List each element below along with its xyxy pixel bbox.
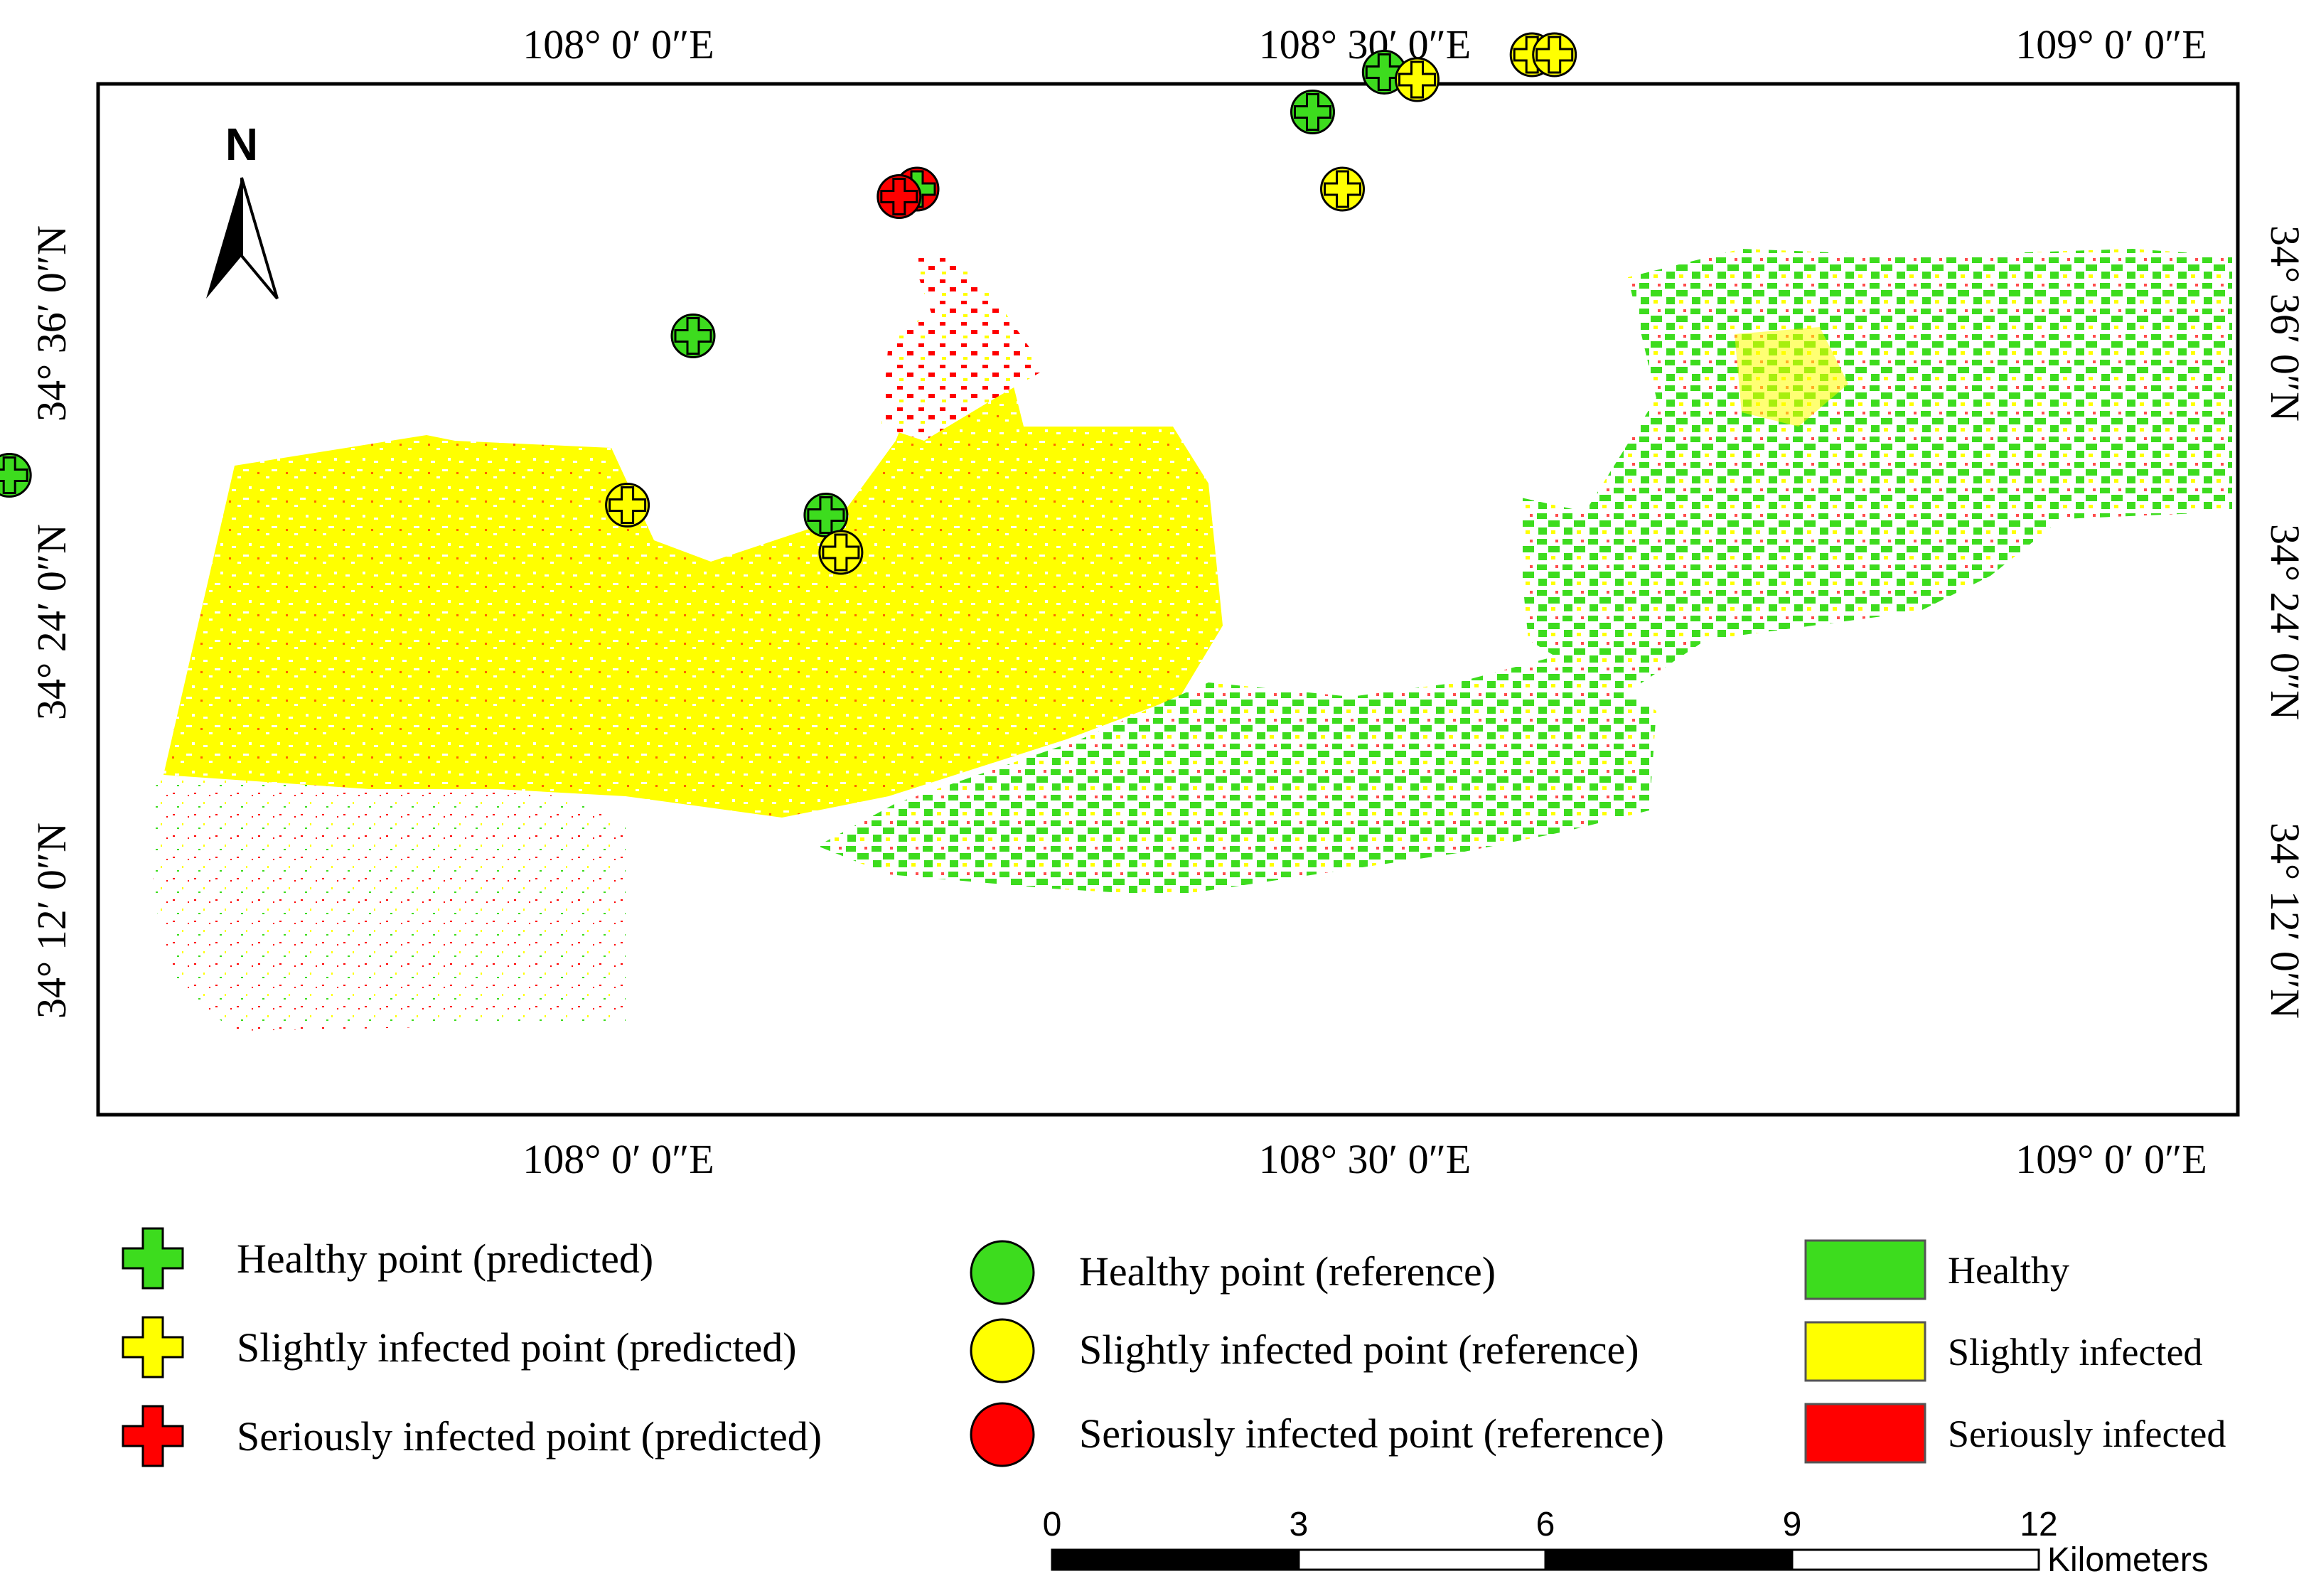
scale-bar: 0 3 6 9 12 Kilometers: [1043, 1506, 2209, 1579]
legend-label: Slightly infected point (predicted): [237, 1324, 797, 1371]
legend-label: Healthy point (predicted): [237, 1236, 653, 1282]
plus-marker-icon: [122, 1405, 184, 1467]
predicted-plus-icon: [1398, 60, 1436, 99]
legend-reference-serious: Seriously infected point (reference): [970, 1402, 1664, 1467]
legend-predicted-healthy: Healthy point (predicted): [122, 1227, 653, 1290]
legend-reference: Healthy point (reference) Slightly infec…: [970, 1240, 1664, 1467]
predicted-plus-icon: [1535, 36, 1574, 74]
predicted-plus-icon: [822, 533, 860, 572]
lat-label-left-2: 34° 24′ 0″N: [28, 524, 75, 720]
predicted-plus-icon: [880, 178, 918, 215]
lat-label-right-3: 34° 12′ 0″N: [2262, 823, 2308, 1019]
circle-marker-icon: [970, 1318, 1035, 1383]
healthy-area-center: [818, 654, 1656, 896]
legend-label: Healthy: [1948, 1249, 2069, 1292]
legend-label: Healthy point (reference): [1079, 1248, 1496, 1295]
lat-label-left-1: 34° 36′ 0″N: [28, 225, 75, 422]
scale-tick-9: 9: [1783, 1506, 1802, 1543]
sample-point-p19: [1395, 57, 1440, 102]
predicted-plus-icon: [1365, 53, 1403, 91]
area-swatch: [1804, 1403, 1926, 1464]
lon-label-bottom-1: 108° 0′ 0″E: [522, 1136, 714, 1182]
legend-area-serious: Seriously infected: [1804, 1403, 2226, 1464]
area-swatch: [1804, 1239, 1926, 1300]
sample-point-p9: [605, 483, 650, 527]
sample-point-p18: [1361, 50, 1407, 95]
sample-point-p10: [670, 314, 716, 358]
lat-label-left-3: 34° 12′ 0″N: [28, 823, 75, 1019]
slight-area-west: [164, 320, 1223, 818]
latitude-labels-right: 34° 36′ 0″N 34° 24′ 0″N 34° 12′ 0″N: [2262, 225, 2308, 1019]
north-label: N: [225, 119, 258, 170]
latitude-labels-left: 34° 36′ 0″N 34° 24′ 0″N 34° 12′ 0″N: [28, 225, 75, 1019]
predicted-plus-icon: [674, 317, 712, 355]
area-swatch: [1804, 1321, 1926, 1382]
scale-tick-6: 6: [1536, 1506, 1555, 1543]
predicted-plus-icon: [609, 486, 647, 524]
lon-label-top-3: 109° 0′ 0″E: [2015, 21, 2207, 68]
sample-points-layer: [0, 32, 1577, 575]
legend-area-slight: Slightly infected: [1804, 1321, 2202, 1382]
predicted-plus-icon: [1324, 170, 1361, 208]
scale-segment-4: [1791, 1548, 2040, 1571]
plus-marker-icon: [122, 1227, 184, 1290]
scale-segment-1: [1051, 1548, 1300, 1571]
sample-point-p14: [877, 174, 922, 219]
scale-tick-12: 12: [2020, 1506, 2057, 1543]
north-arrow: N: [206, 119, 279, 300]
legend-predicted-slight: Slightly infected point (predicted): [122, 1316, 797, 1378]
legend-predicted-serious: Seriously infected point (predicted): [122, 1405, 822, 1467]
land-cover-layer: [153, 249, 2232, 1031]
legend-reference-healthy: Healthy point (reference): [970, 1240, 1496, 1305]
legend-predicted: Healthy point (predicted) Slightly infec…: [122, 1227, 822, 1467]
scale-segment-3: [1544, 1548, 1794, 1571]
lat-label-right-2: 34° 24′ 0″N: [2262, 524, 2308, 720]
legend-label: Slightly infected point (reference): [1079, 1327, 1639, 1373]
predicted-plus-icon: [1294, 93, 1331, 131]
legend-area-healthy: Healthy: [1804, 1239, 2069, 1300]
lon-label-top-1: 108° 0′ 0″E: [522, 21, 714, 68]
legend-areas: Healthy Slightly infected Seriously infe…: [1804, 1239, 2226, 1464]
legend-reference-slight: Slightly infected point (reference): [970, 1318, 1639, 1383]
circle-marker-icon: [970, 1240, 1035, 1305]
predicted-plus-icon: [0, 456, 28, 494]
sparse-area-southwest: [153, 775, 626, 1031]
circle-marker-icon: [970, 1402, 1035, 1467]
legend-label: Slightly infected: [1948, 1331, 2202, 1373]
scale-tick-3: 3: [1290, 1506, 1309, 1543]
legend-label: Seriously infected point (predicted): [237, 1413, 822, 1460]
sample-point-p8: [0, 453, 32, 498]
north-arrow-right-half: [240, 177, 279, 300]
lon-label-bottom-2: 108° 30′ 0″E: [1259, 1136, 1471, 1182]
scale-unit: Kilometers: [2047, 1541, 2209, 1579]
lon-label-bottom-3: 109° 0′ 0″E: [2015, 1136, 2207, 1182]
longitude-labels-bottom: 108° 0′ 0″E 108° 30′ 0″E 109° 0′ 0″E: [522, 1136, 2207, 1182]
lon-label-top-2: 108° 30′ 0″E: [1259, 21, 1471, 68]
scale-tick-0: 0: [1043, 1506, 1062, 1543]
sample-point-p24: [1532, 32, 1577, 77]
plus-marker-icon: [122, 1316, 184, 1378]
sample-point-p16: [1290, 90, 1335, 134]
mixed-area-east: [1521, 249, 2232, 697]
legend-label: Seriously infected: [1948, 1413, 2226, 1455]
north-arrow-left-half: [206, 178, 242, 299]
sample-point-p12: [818, 530, 864, 575]
slight-patch-east: [1735, 327, 1848, 427]
longitude-labels-top: 108° 0′ 0″E 108° 30′ 0″E 109° 0′ 0″E: [522, 21, 2207, 68]
lat-label-right-1: 34° 36′ 0″N: [2262, 225, 2308, 422]
red-area-peninsula: [881, 252, 1045, 441]
scale-segment-2: [1297, 1548, 1547, 1571]
legend-label: Seriously infected point (reference): [1079, 1410, 1664, 1457]
sample-point-p17: [1320, 166, 1365, 212]
